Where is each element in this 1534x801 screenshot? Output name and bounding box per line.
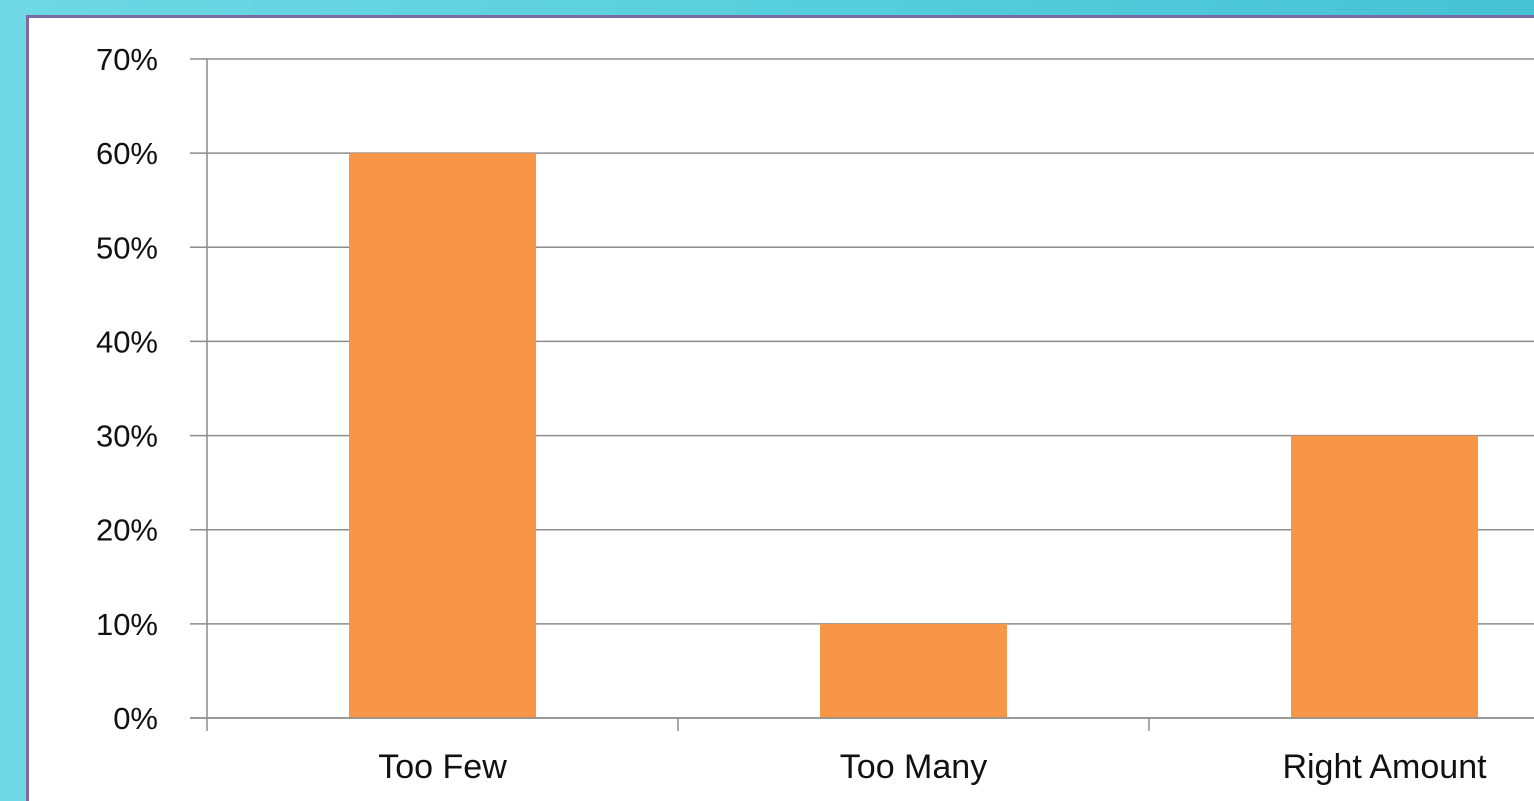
bar-too-few <box>349 153 536 719</box>
x-axis: Too Few Too Many Right Amount <box>190 717 1534 786</box>
bars <box>349 153 1478 719</box>
x-category-label: Too Few <box>378 748 507 786</box>
y-tick-label: 30% <box>96 419 158 454</box>
y-tick-label: 10% <box>96 607 158 642</box>
y-tick-label: 60% <box>96 136 158 171</box>
y-axis: 0% 10% 20% 30% 40% 50% 60% 70% <box>96 42 208 736</box>
y-tick-label: 40% <box>96 324 158 359</box>
y-tick-label: 70% <box>96 42 158 77</box>
bar-right-amount <box>1291 435 1478 718</box>
x-category-label: Too Many <box>840 748 987 786</box>
y-tick-label: 0% <box>113 701 158 736</box>
bar-too-many <box>820 623 1007 718</box>
y-tick-label: 50% <box>96 230 158 265</box>
x-category-label: Right Amount <box>1282 748 1487 786</box>
chart-frame <box>26 15 1534 801</box>
y-tick-label: 20% <box>96 513 158 548</box>
